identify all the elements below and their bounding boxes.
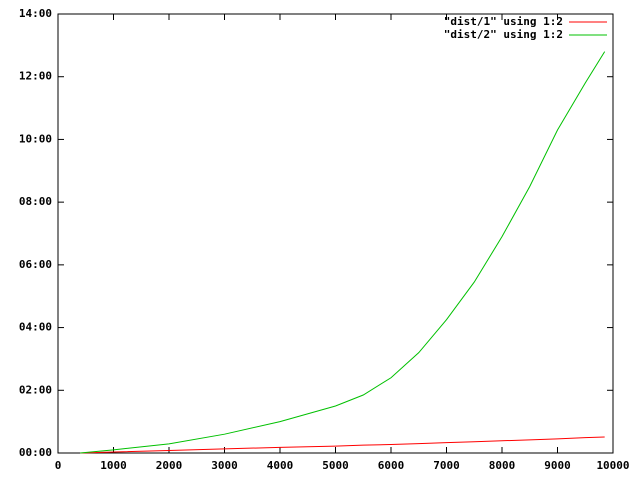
x-tick-label: 1000 (100, 459, 127, 472)
legend-label: "dist/2" using 1:2 (444, 28, 563, 41)
y-tick-label: 02:00 (19, 383, 52, 396)
y-tick-label: 10:00 (19, 132, 52, 145)
series-line (80, 436, 605, 454)
y-tick-label: 00:00 (19, 446, 52, 459)
x-tick-label: 8000 (489, 459, 516, 472)
x-tick-label: 5000 (322, 459, 349, 472)
legend-label: "dist/1" using 1:2 (444, 15, 563, 28)
x-tick-label: 7000 (433, 459, 460, 472)
y-tick-label: 12:00 (19, 70, 52, 83)
x-tick-label: 2000 (156, 459, 183, 472)
x-tick-label: 10000 (596, 459, 629, 472)
y-tick-label: 06:00 (19, 258, 52, 271)
series-line (80, 51, 606, 454)
y-tick-label: 04:00 (19, 321, 52, 334)
x-tick-label: 9000 (544, 459, 571, 472)
y-tick-label: 08:00 (19, 195, 52, 208)
x-tick-label: 0 (55, 459, 62, 472)
x-tick-label: 4000 (267, 459, 294, 472)
x-tick-label: 6000 (378, 459, 405, 472)
y-tick-label: 14:00 (19, 7, 52, 20)
plot-frame (57, 13, 614, 454)
x-tick-label: 3000 (211, 459, 238, 472)
